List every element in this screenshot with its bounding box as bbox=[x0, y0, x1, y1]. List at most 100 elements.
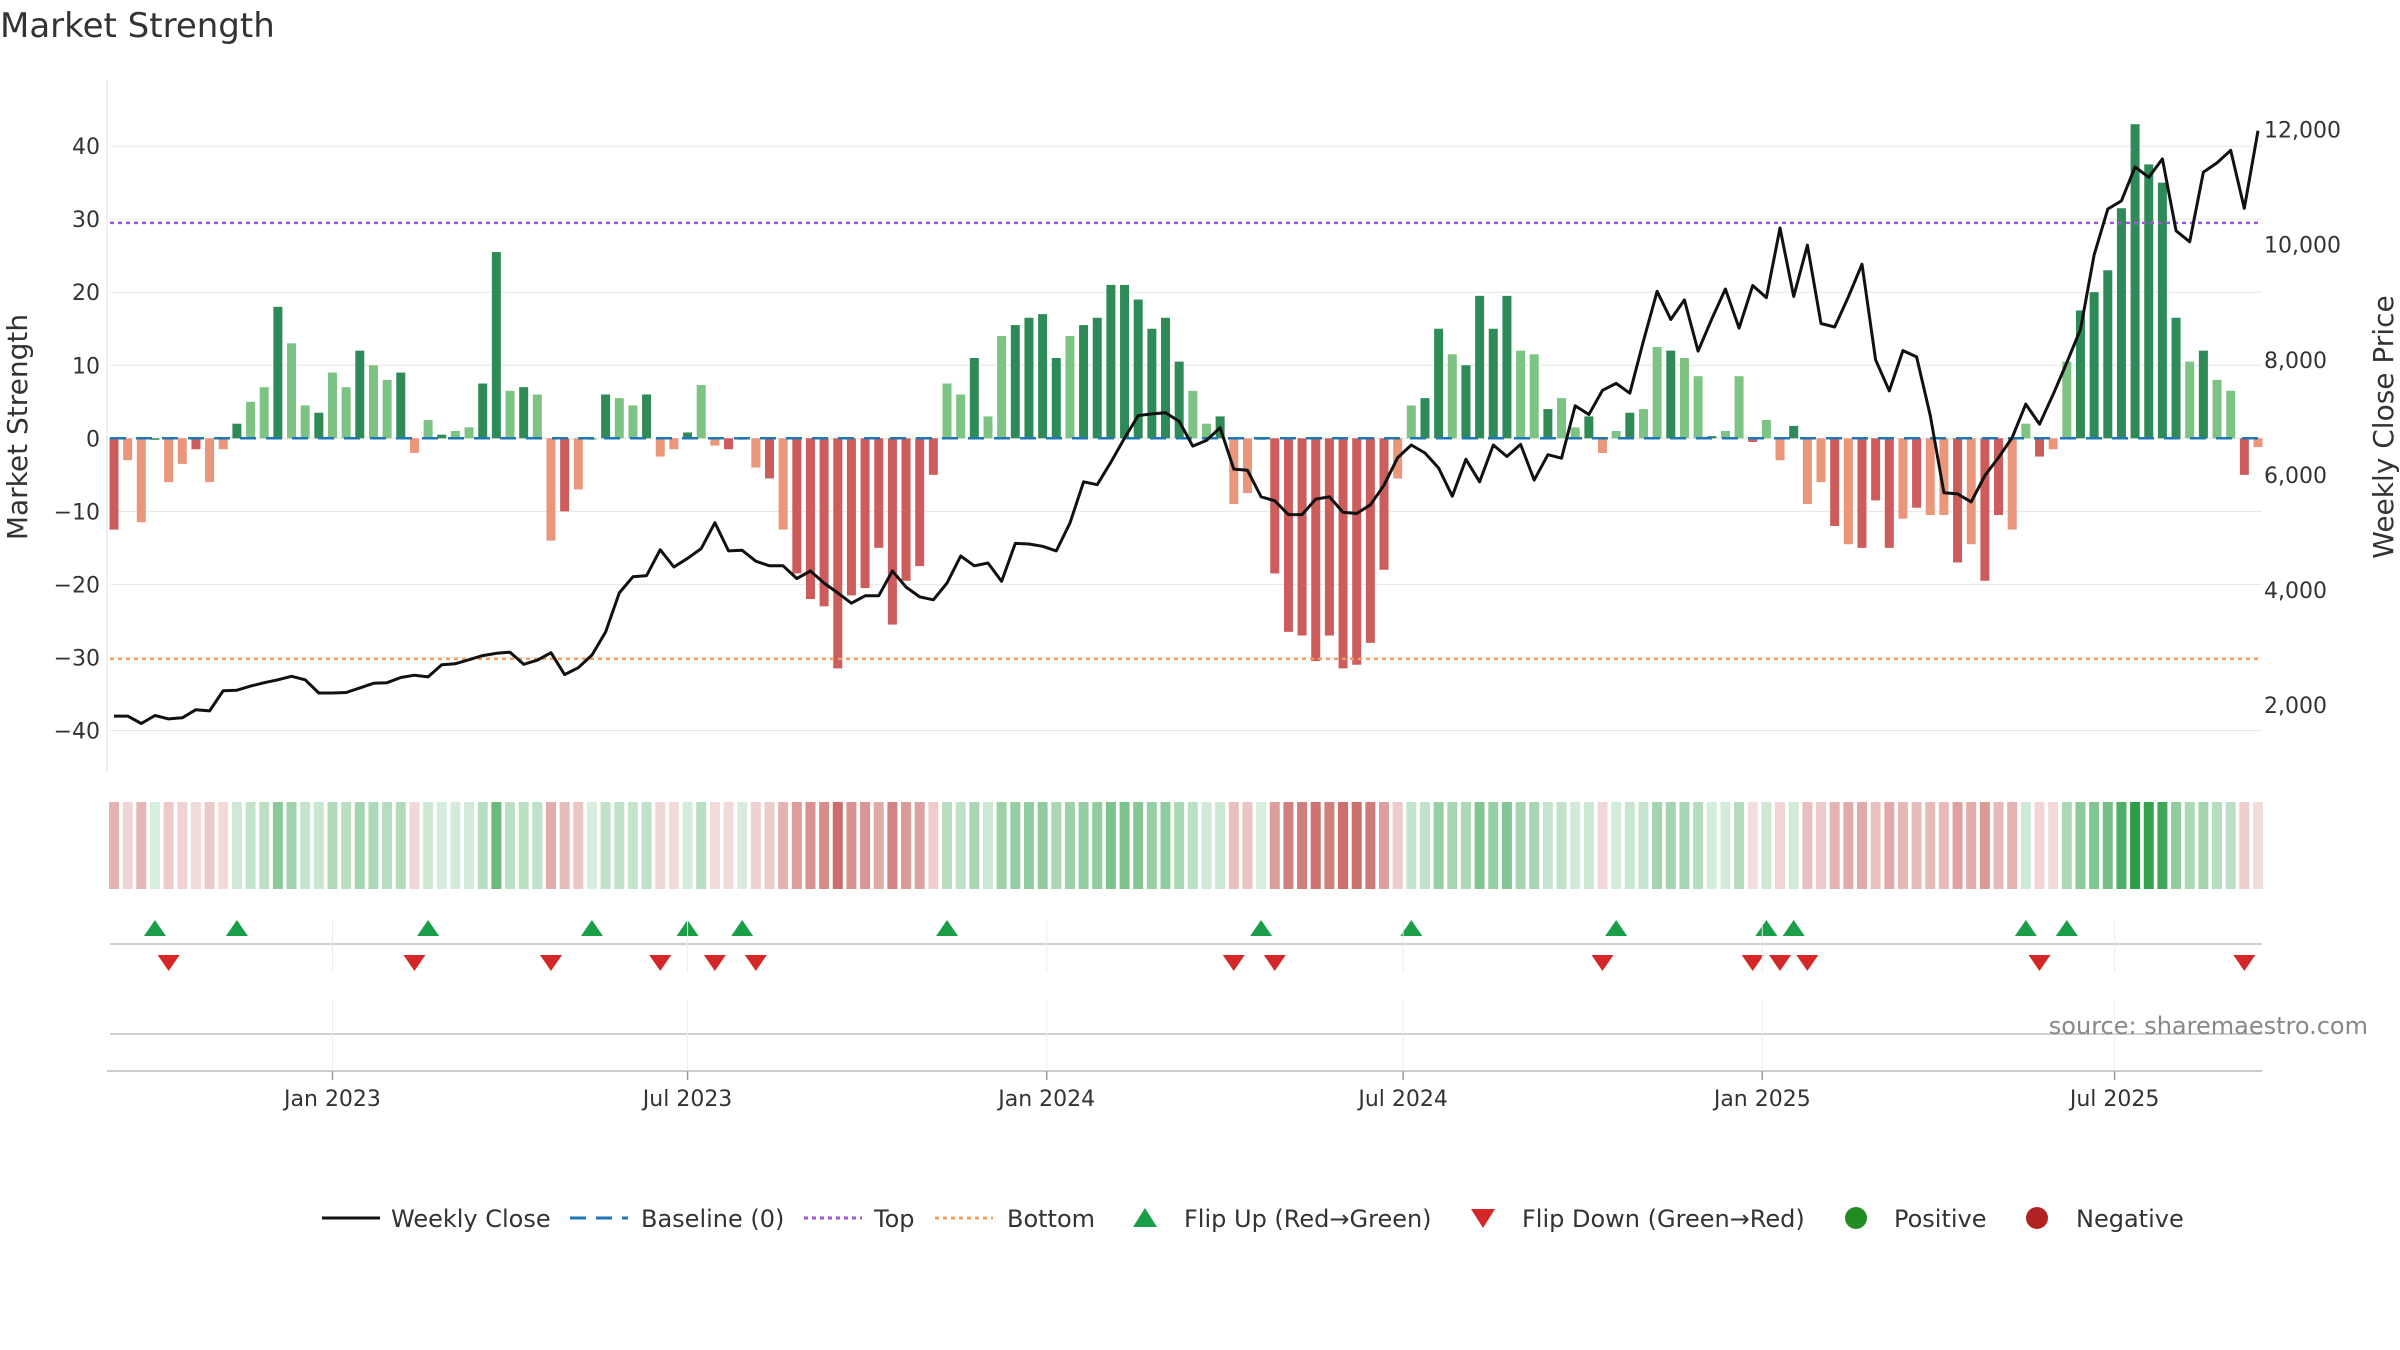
heat-strip-cell bbox=[1747, 802, 1758, 889]
heat-strip-cell bbox=[1119, 802, 1130, 889]
strength-bar bbox=[1010, 325, 1020, 439]
flip-up-marker bbox=[1755, 920, 1778, 936]
strength-bar bbox=[2171, 317, 2181, 439]
strength-bar bbox=[1188, 390, 1198, 439]
strength-bar bbox=[846, 438, 856, 596]
heat-strip-cell bbox=[286, 802, 297, 889]
heat-strip-cell bbox=[1911, 802, 1922, 889]
heat-strip-cell bbox=[1051, 802, 1062, 889]
strength-bar bbox=[833, 438, 843, 669]
heat-strip-cell bbox=[259, 802, 270, 889]
strength-bar bbox=[218, 438, 228, 450]
strength-bar bbox=[314, 412, 324, 439]
heat-strip-cell bbox=[2143, 802, 2154, 889]
heat-strip-cell bbox=[969, 802, 980, 889]
strength-bar bbox=[1953, 438, 1963, 563]
heat-strip-cell bbox=[1256, 802, 1267, 889]
heat-strip-cell bbox=[887, 802, 898, 889]
strength-bar bbox=[177, 438, 187, 464]
flip-up-marker bbox=[143, 920, 166, 936]
strength-bar bbox=[368, 365, 378, 439]
strength-bar bbox=[450, 431, 460, 439]
x-tick-label: Jul 2024 bbox=[1356, 1087, 1448, 1112]
heat-strip-cell bbox=[1297, 802, 1308, 889]
heat-strip-cell bbox=[1023, 802, 1034, 889]
heat-strip-cell bbox=[2157, 802, 2168, 889]
flip-down-marker bbox=[744, 955, 767, 971]
heat-strip-cell bbox=[1583, 802, 1594, 889]
strength-bar bbox=[2007, 438, 2017, 530]
heat-strip-cell bbox=[1037, 802, 1048, 889]
heat-strip-cell bbox=[955, 802, 966, 889]
strength-bar bbox=[505, 390, 515, 439]
heat-strip-cell bbox=[1597, 802, 1608, 889]
heat-strip-cell bbox=[300, 802, 311, 889]
heat-strip-cell bbox=[1174, 802, 1185, 889]
heat-strip-cell bbox=[1966, 802, 1977, 889]
heat-strip-cell bbox=[846, 802, 857, 889]
heat-strip-cell bbox=[1829, 802, 1840, 889]
strength-bar bbox=[915, 438, 925, 567]
heat-strip-cell bbox=[109, 802, 119, 889]
strength-bar bbox=[1830, 438, 1840, 526]
heat-strip-cell bbox=[409, 802, 420, 889]
heat-strip-cell bbox=[1365, 802, 1376, 889]
heat-strip-cell bbox=[1542, 802, 1553, 889]
flip-down-marker bbox=[1741, 955, 1764, 971]
y-tick-label: 30 bbox=[72, 208, 100, 233]
strength-bars-layer bbox=[109, 124, 2263, 669]
strength-bar bbox=[2144, 164, 2154, 439]
strength-bar bbox=[874, 438, 884, 548]
legend-positive-label: Positive bbox=[1894, 1205, 1987, 1233]
y-tick-label: 40 bbox=[72, 135, 100, 160]
strength-bar bbox=[478, 383, 488, 439]
heat-strip-cell bbox=[204, 802, 215, 889]
heat-strip-cell bbox=[873, 802, 884, 889]
strength-bar bbox=[2116, 208, 2126, 439]
strength-bar bbox=[901, 438, 911, 581]
heat-strip-cell bbox=[1897, 802, 1908, 889]
strength-bar bbox=[956, 394, 966, 439]
strength-bar bbox=[2035, 438, 2045, 457]
heat-strip-cell bbox=[1624, 802, 1635, 889]
heat-strip-cell bbox=[1338, 802, 1349, 889]
strength-bar bbox=[1106, 284, 1116, 439]
heat-strip-cell bbox=[1488, 802, 1499, 889]
heat-strip-cell bbox=[1146, 802, 1157, 889]
x-tick-label: Jan 2025 bbox=[1712, 1087, 1811, 1112]
strength-bar bbox=[1133, 299, 1143, 439]
heat-strip-cell bbox=[1938, 802, 1949, 889]
strength-bar bbox=[1311, 438, 1321, 662]
heat-strip-cell bbox=[1064, 802, 1075, 889]
heat-strip-cell bbox=[2130, 802, 2141, 889]
strength-bar bbox=[2130, 124, 2140, 439]
heat-strip-cell bbox=[245, 802, 256, 889]
strength-bar bbox=[1038, 314, 1048, 439]
heat-strip-cell bbox=[2239, 802, 2250, 889]
heat-strip-cell bbox=[1160, 802, 1171, 889]
strength-bar bbox=[2198, 350, 2208, 439]
strength-bar bbox=[614, 398, 624, 439]
heat-strip-cell bbox=[163, 802, 174, 889]
strength-bar bbox=[1884, 438, 1894, 548]
strength-bar bbox=[519, 387, 529, 439]
axes-layer: −40 −30 −20 −10 0 10 20 30 40 2,000 4,000 6,000 8,00… bbox=[54, 80, 2341, 772]
strength-bar bbox=[532, 394, 542, 439]
strength-bar bbox=[1201, 423, 1211, 439]
heat-strip-cell bbox=[914, 802, 925, 889]
strength-bar bbox=[1338, 438, 1348, 669]
strength-bar bbox=[1925, 438, 1935, 515]
x-tick-label: Jul 2025 bbox=[2068, 1087, 2160, 1112]
legend-flip-up-swatch bbox=[1133, 1208, 1157, 1227]
strength-bar bbox=[1092, 317, 1102, 439]
strength-bar bbox=[355, 350, 365, 439]
strength-bar bbox=[805, 438, 815, 599]
strength-bar bbox=[246, 401, 256, 439]
flip-down-marker bbox=[703, 955, 726, 971]
strength-bar bbox=[2185, 361, 2195, 439]
heat-strip-cell bbox=[1379, 802, 1390, 889]
strength-bar bbox=[150, 438, 160, 440]
y-tick-label: −10 bbox=[54, 500, 100, 525]
heat-strip-cell bbox=[1761, 802, 1772, 889]
